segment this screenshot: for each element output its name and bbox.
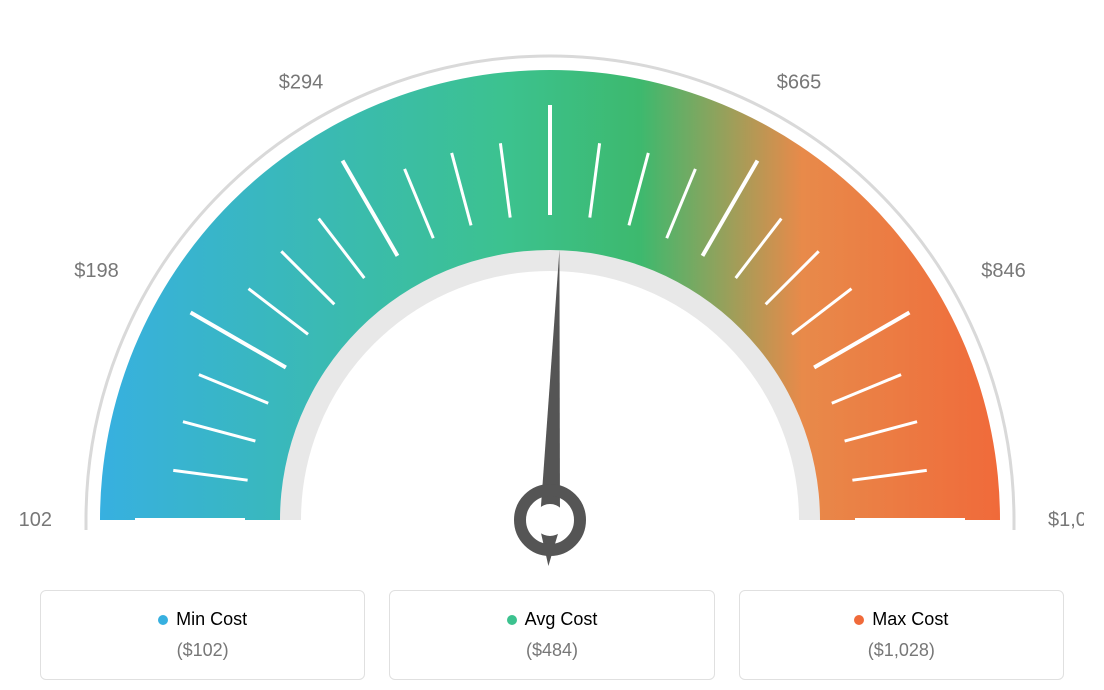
gauge-tick-label: $294 [279, 72, 324, 94]
legend-avg-title: Avg Cost [507, 609, 598, 630]
legend-min-box: Min Cost ($102) [40, 590, 365, 680]
gauge-tick-label: $665 [777, 72, 822, 94]
gauge-area: $102 $198 $294 $484 $665 $846 $1,028 [20, 20, 1084, 580]
legend-max-label: Max Cost [872, 609, 948, 630]
legend-avg-box: Avg Cost ($484) [389, 590, 714, 680]
legend-max-box: Max Cost ($1,028) [739, 590, 1064, 680]
legend-max-title: Max Cost [854, 609, 948, 630]
gauge-tick-label: $102 [20, 509, 52, 531]
chart-container: $102 $198 $294 $484 $665 $846 $1,028 Min Cost … [0, 0, 1104, 690]
legend-min-title: Min Cost [158, 609, 247, 630]
gauge-tick-label: $484 [528, 20, 573, 21]
legend-min-dot [158, 615, 168, 625]
gauge-tick-label: $198 [74, 260, 119, 282]
gauge-tick-label: $1,028 [1048, 509, 1084, 531]
legend-avg-dot [507, 615, 517, 625]
legend-row: Min Cost ($102) Avg Cost ($484) Max Cost… [20, 590, 1084, 680]
gauge-tick-label: $846 [981, 260, 1026, 282]
legend-max-dot [854, 615, 864, 625]
legend-avg-label: Avg Cost [525, 609, 598, 630]
legend-max-value: ($1,028) [750, 640, 1053, 661]
legend-min-value: ($102) [51, 640, 354, 661]
legend-min-label: Min Cost [176, 609, 247, 630]
gauge-svg: $102 $198 $294 $484 $665 $846 $1,028 [20, 20, 1084, 580]
legend-avg-value: ($484) [400, 640, 703, 661]
